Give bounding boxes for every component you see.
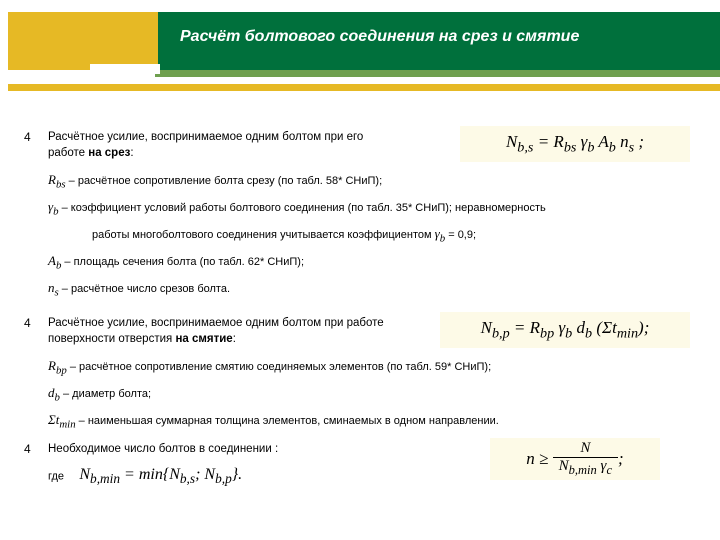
def-gamma-b-cont: работы многоболтового соединения учитыва…: [92, 223, 720, 248]
slide-content: 4 Расчётное усилие, воспринимаемое одним…: [0, 100, 720, 495]
lead-2b: на смятие: [175, 333, 232, 345]
lead-1c: :: [130, 147, 133, 159]
section-shear: 4 Расчётное усилие, воспринимаемое одним…: [0, 130, 720, 302]
header-white-notch: [90, 64, 160, 74]
def-rbs: Rbs – расчётное сопротивление болта срез…: [48, 169, 720, 194]
formula-shear: Nb,s = Rbs γb Ab ns ;: [460, 126, 690, 162]
where-formula: Nb,min = min{Nb,s; Nb,p}.: [79, 466, 242, 487]
header-yellow-rule: [8, 84, 720, 91]
lead-1b: на срез: [88, 147, 130, 159]
section-bearing: 4 Расчётное усилие, воспринимаемое одним…: [0, 316, 720, 434]
section-bolt-count: 4 Необходимое число болтов в соединении …: [0, 442, 720, 487]
header-lightgreen-strip: [155, 70, 720, 77]
lead-3: Необходимое число болтов в соединении :: [48, 442, 448, 458]
bullet-1: 4: [24, 130, 31, 144]
def-ab: Ab – площадь сечения болта (по табл. 62*…: [48, 250, 720, 275]
defs-bearing: Rbp – расчётное сопротивление смятию сое…: [48, 355, 720, 434]
formula-bearing: Nb,p = Rbp γb db (Σtmin);: [440, 312, 690, 348]
def-db: db – диаметр болта;: [48, 382, 720, 407]
def-gamma-b: γb – коэффициент условий работы болтовог…: [48, 196, 720, 221]
slide-header: Расчёт болтового соединения на срез и см…: [0, 0, 720, 100]
def-ns: ns – расчётное число срезов болта.: [48, 277, 720, 302]
bullet-2: 4: [24, 316, 31, 330]
lead-2c: :: [233, 333, 236, 345]
def-sigma-tmin: Σtmin – наименьшая суммарная толщина эле…: [48, 409, 720, 434]
bullet-3: 4: [24, 442, 31, 456]
where-label: где: [48, 470, 64, 482]
header-gold-block: [8, 12, 158, 70]
lead-1: Расчётное усилие, воспринимаемое одним б…: [48, 130, 398, 161]
def-rbp: Rbp – расчётное сопротивление смятию сое…: [48, 355, 720, 380]
slide-title: Расчёт болтового соединения на срез и см…: [180, 28, 579, 46]
defs-shear: Rbs – расчётное сопротивление болта срез…: [48, 169, 720, 302]
formula-bolt-count: n ≥ N Nb,min γc ;: [490, 438, 660, 480]
lead-2: Расчётное усилие, воспринимаемое одним б…: [48, 316, 398, 347]
